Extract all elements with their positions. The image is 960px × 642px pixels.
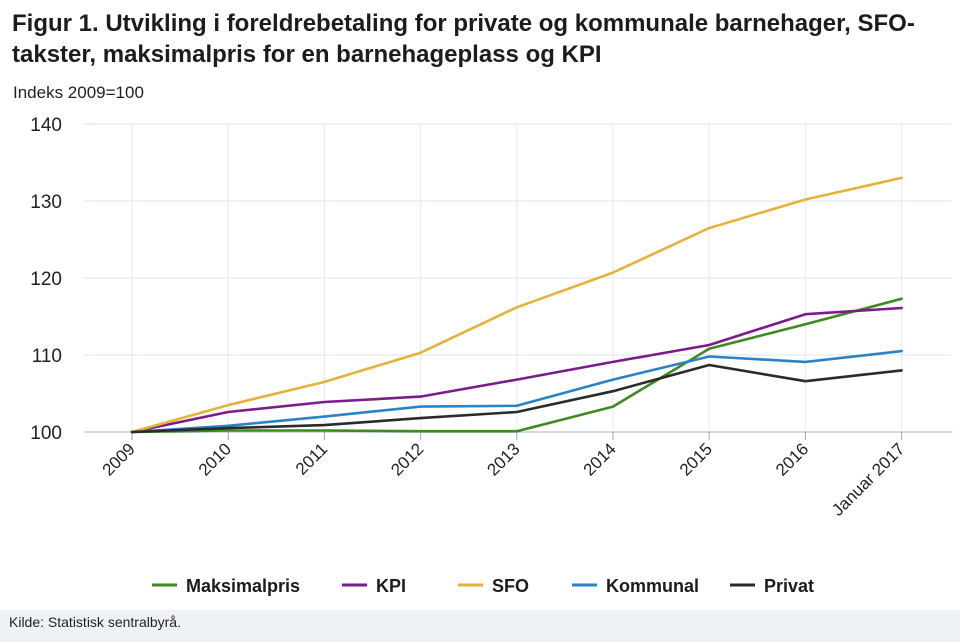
x-tick-label: 2016 bbox=[772, 439, 812, 479]
source-note: Kilde: Statistisk sentralbyrå. bbox=[9, 614, 181, 630]
x-tick-label: 2014 bbox=[580, 439, 620, 479]
legend-label-sfo: SFO bbox=[492, 576, 529, 596]
x-tick-label: 2009 bbox=[99, 439, 139, 479]
y-tick-label: 100 bbox=[30, 423, 62, 444]
chart-title: Figur 1. Utvikling i foreldrebetaling fo… bbox=[12, 10, 915, 68]
legend-label-kpi: KPI bbox=[376, 576, 406, 596]
y-tick-label: 130 bbox=[30, 192, 62, 213]
y-tick-label: 120 bbox=[30, 269, 62, 290]
chart-panel bbox=[0, 0, 960, 610]
y-tick-label: 140 bbox=[30, 115, 62, 136]
x-tick-label: 2011 bbox=[292, 439, 331, 478]
axes: 100 110 120 130 140 2009 2010 2011 2012 2013 2014 2… bbox=[30, 115, 908, 520]
chart-subtitle: Indeks 2009=100 bbox=[13, 83, 144, 102]
y-tick-label: 110 bbox=[32, 346, 62, 367]
x-tick-label: Januar 2017 bbox=[828, 439, 908, 519]
x-tick-label: 2010 bbox=[195, 439, 235, 479]
series-line-sfo bbox=[130, 176, 903, 434]
legend-label-privat: Privat bbox=[764, 576, 814, 596]
x-tick-label: 2012 bbox=[387, 439, 427, 479]
series-line-kpi bbox=[130, 306, 903, 434]
series-lines bbox=[130, 176, 903, 434]
x-tick-label: 2013 bbox=[483, 439, 523, 479]
legend-label-kommunal: Kommunal bbox=[606, 576, 699, 596]
legend: Maksimalpris KPI SFO Kommunal Privat bbox=[152, 576, 814, 596]
series-line-maksimalpris bbox=[130, 297, 903, 434]
series-line-privat bbox=[130, 363, 903, 434]
legend-label-maksimalpris: Maksimalpris bbox=[186, 576, 300, 596]
x-tick-label: 2015 bbox=[676, 439, 716, 479]
series-line-kommunal bbox=[130, 349, 903, 434]
gridlines bbox=[84, 123, 952, 433]
